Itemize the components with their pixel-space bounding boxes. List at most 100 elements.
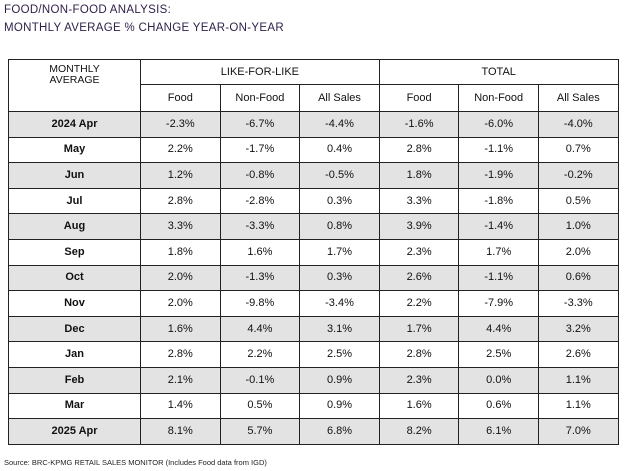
table-row: 2024 Apr -2.3% -6.7% -4.4% -1.6% -6.0% -4.0% bbox=[8, 111, 619, 138]
cell-lfl-all-sales: 2.5% bbox=[299, 341, 380, 368]
cell-lfl-food: 1.8% bbox=[140, 238, 221, 266]
cell-total-non-food: -1.9% bbox=[458, 162, 539, 189]
cell-total-food: 2.3% bbox=[378, 366, 460, 394]
cell-lfl-non-food: -0.8% bbox=[219, 162, 301, 189]
table-row: Dec 1.6% 4.4% 3.1% 1.7% 4.4% 3.2% bbox=[8, 315, 619, 343]
cell-lfl-non-food: 0.5% bbox=[219, 392, 301, 420]
cell-total-all-sales: 0.6% bbox=[538, 264, 619, 292]
analysis-table: MONTHLY AVERAGE LIKE-FOR-LIKE TOTAL Food… bbox=[8, 59, 619, 445]
total-header: TOTAL bbox=[378, 59, 619, 85]
cell-total-non-food: -7.9% bbox=[458, 290, 539, 317]
cell-lfl-all-sales: 1.7% bbox=[299, 238, 380, 266]
cell-total-non-food: -6.0% bbox=[458, 111, 539, 138]
cell-lfl-food: 2.1% bbox=[140, 366, 221, 394]
cell-lfl-non-food: -9.8% bbox=[219, 290, 301, 317]
page-subtitle: MONTHLY AVERAGE % CHANGE YEAR-ON-YEAR bbox=[4, 22, 284, 34]
cell-total-all-sales: 2.6% bbox=[538, 341, 619, 368]
col-header-total-non-food: Non-Food bbox=[458, 84, 539, 112]
cell-lfl-food: 2.8% bbox=[140, 187, 221, 215]
cell-lfl-all-sales: 6.8% bbox=[299, 418, 380, 445]
cell-lfl-food: 2.0% bbox=[140, 290, 221, 317]
month-header-line1: MONTHLY bbox=[49, 63, 100, 75]
row-month: Feb bbox=[8, 366, 141, 394]
cell-total-food: 3.3% bbox=[378, 187, 460, 215]
cell-total-non-food: 0.0% bbox=[458, 366, 539, 394]
cell-lfl-all-sales: -3.4% bbox=[299, 290, 380, 317]
monthly-average-header: MONTHLY AVERAGE bbox=[8, 59, 141, 112]
table-row: Jun 1.2% -0.8% -0.5% 1.8% -1.9% -0.2% bbox=[8, 162, 619, 189]
cell-total-non-food: -1.8% bbox=[458, 187, 539, 215]
table-row: Oct 2.0% -1.3% 0.3% 2.6% -1.1% 0.6% bbox=[8, 264, 619, 292]
table-row: Jan 2.8% 2.2% 2.5% 2.8% 2.5% 2.6% bbox=[8, 341, 619, 368]
cell-lfl-non-food: -2.8% bbox=[219, 187, 301, 215]
cell-total-all-sales: -3.3% bbox=[538, 290, 619, 317]
cell-lfl-non-food: -6.7% bbox=[219, 111, 301, 138]
cell-lfl-all-sales: 0.9% bbox=[299, 366, 380, 394]
cell-total-food: 1.8% bbox=[378, 162, 460, 189]
cell-total-food: 1.6% bbox=[378, 392, 460, 420]
table-row: Mar 1.4% 0.5% 0.9% 1.6% 0.6% 1.1% bbox=[8, 392, 619, 420]
cell-total-all-sales: 3.2% bbox=[538, 315, 619, 343]
row-month: Aug bbox=[8, 213, 141, 240]
table-row: Aug 3.3% -3.3% 0.8% 3.9% -1.4% 1.0% bbox=[8, 213, 619, 240]
col-header-total-food: Food bbox=[378, 84, 460, 112]
cell-lfl-non-food: 5.7% bbox=[219, 418, 301, 445]
table-row: Sep 1.8% 1.6% 1.7% 2.3% 1.7% 2.0% bbox=[8, 238, 619, 266]
cell-lfl-all-sales: 0.3% bbox=[299, 264, 380, 292]
cell-total-food: 2.2% bbox=[378, 290, 460, 317]
cell-lfl-non-food: 4.4% bbox=[219, 315, 301, 343]
cell-total-food: 2.6% bbox=[378, 264, 460, 292]
cell-lfl-all-sales: -0.5% bbox=[299, 162, 380, 189]
row-month: Jan bbox=[8, 341, 141, 368]
col-header-lfl-food: Food bbox=[140, 84, 221, 112]
cell-lfl-all-sales: 0.3% bbox=[299, 187, 380, 215]
cell-total-all-sales: 7.0% bbox=[538, 418, 619, 445]
col-header-total-all-sales: All Sales bbox=[538, 84, 619, 112]
cell-lfl-food: 1.4% bbox=[140, 392, 221, 420]
cell-lfl-all-sales: -4.4% bbox=[299, 111, 380, 138]
cell-total-food: -1.6% bbox=[378, 111, 460, 138]
row-month: Sep bbox=[8, 238, 141, 266]
table-row: Jul 2.8% -2.8% 0.3% 3.3% -1.8% 0.5% bbox=[8, 187, 619, 215]
cell-total-all-sales: 2.0% bbox=[538, 238, 619, 266]
row-month: Nov bbox=[8, 290, 141, 317]
cell-total-food: 1.7% bbox=[378, 315, 460, 343]
cell-lfl-food: 8.1% bbox=[140, 418, 221, 445]
cell-total-non-food: 2.5% bbox=[458, 341, 539, 368]
cell-lfl-food: 1.2% bbox=[140, 162, 221, 189]
cell-total-all-sales: -4.0% bbox=[538, 111, 619, 138]
cell-lfl-food: 1.6% bbox=[140, 315, 221, 343]
row-month: May bbox=[8, 136, 141, 164]
cell-lfl-food: -2.3% bbox=[140, 111, 221, 138]
cell-lfl-food: 2.8% bbox=[140, 341, 221, 368]
cell-total-non-food: -1.4% bbox=[458, 213, 539, 240]
cell-lfl-all-sales: 3.1% bbox=[299, 315, 380, 343]
cell-total-all-sales: 1.1% bbox=[538, 366, 619, 394]
row-month: Jun bbox=[8, 162, 141, 189]
cell-lfl-non-food: 1.6% bbox=[219, 238, 301, 266]
cell-total-all-sales: 1.0% bbox=[538, 213, 619, 240]
cell-lfl-all-sales: 0.9% bbox=[299, 392, 380, 420]
cell-total-non-food: -1.1% bbox=[458, 264, 539, 292]
source-note: Source: BRC-KPMG RETAIL SALES MONITOR (I… bbox=[4, 458, 267, 467]
cell-lfl-non-food: 2.2% bbox=[219, 341, 301, 368]
row-month: Mar bbox=[8, 392, 141, 420]
col-header-lfl-all-sales: All Sales bbox=[299, 84, 380, 112]
cell-total-food: 8.2% bbox=[378, 418, 460, 445]
cell-total-food: 2.3% bbox=[378, 238, 460, 266]
col-header-lfl-non-food: Non-Food bbox=[219, 84, 301, 112]
cell-lfl-food: 2.2% bbox=[140, 136, 221, 164]
month-header-line2: AVERAGE bbox=[49, 74, 100, 86]
row-month: Dec bbox=[8, 315, 141, 343]
table-row: Nov 2.0% -9.8% -3.4% 2.2% -7.9% -3.3% bbox=[8, 290, 619, 317]
row-month: Oct bbox=[8, 264, 141, 292]
table-row: Feb 2.1% -0.1% 0.9% 2.3% 0.0% 1.1% bbox=[8, 366, 619, 394]
cell-total-all-sales: -0.2% bbox=[538, 162, 619, 189]
row-month: 2025 Apr bbox=[8, 418, 141, 445]
cell-total-non-food: 1.7% bbox=[458, 238, 539, 266]
cell-total-food: 2.8% bbox=[378, 136, 460, 164]
cell-total-all-sales: 0.5% bbox=[538, 187, 619, 215]
cell-lfl-all-sales: 0.8% bbox=[299, 213, 380, 240]
table-row: 2025 Apr 8.1% 5.7% 6.8% 8.2% 6.1% 7.0% bbox=[8, 418, 619, 445]
cell-total-food: 2.8% bbox=[378, 341, 460, 368]
